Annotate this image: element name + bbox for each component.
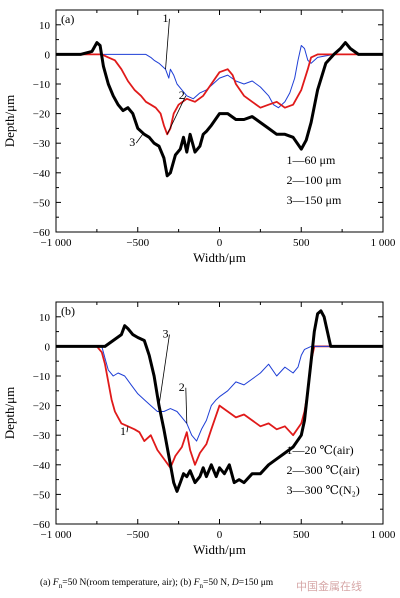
y-tick-label: −20 bbox=[33, 401, 51, 413]
series-line-1 bbox=[56, 345, 383, 469]
legend-entry: 3—150 μm bbox=[287, 193, 342, 207]
panel-a: −1 000 −500 0 500 1 000 10 0 −10 −20 −30 −40 −50 −60… bbox=[2, 9, 396, 265]
watermark: 中国金属在线 bbox=[296, 580, 362, 593]
x-tick-label: 0 bbox=[217, 529, 223, 541]
series-callout-2: 2 bbox=[179, 88, 185, 102]
y-tick-label: −30 bbox=[33, 430, 51, 442]
callout-leader bbox=[166, 95, 187, 135]
y-tick-label: −30 bbox=[33, 138, 51, 150]
y-tick-label: 10 bbox=[39, 20, 51, 32]
callout-leader bbox=[158, 334, 170, 406]
callout-leader bbox=[185, 387, 188, 424]
y-tick-label: 0 bbox=[45, 49, 51, 61]
x-tick-label: 1 000 bbox=[371, 529, 396, 541]
y-tick-label: −60 bbox=[33, 227, 51, 239]
y-tick-label: −40 bbox=[33, 168, 51, 180]
y-tick-label: −50 bbox=[33, 489, 51, 501]
y-axis-label: Depth/μm bbox=[2, 95, 17, 147]
y-tick-label: −60 bbox=[33, 519, 51, 531]
figure-caption: (a) Fn=50 N(room temperature, air); (b) … bbox=[40, 578, 274, 590]
x-tick-label: −500 bbox=[126, 529, 149, 541]
panel-label: (b) bbox=[61, 304, 75, 318]
x-tick-label: 0 bbox=[217, 237, 223, 249]
y-tick-label: −10 bbox=[33, 371, 51, 383]
series-line-3 bbox=[56, 309, 383, 493]
y-axis-label: Depth/μm bbox=[2, 387, 17, 439]
panel-b: −1 000 −500 0 500 1 000 10 0 −10 −20 −30 −40 −50 −60… bbox=[2, 301, 396, 557]
callout-leader bbox=[126, 426, 129, 433]
callout-leader bbox=[165, 18, 170, 70]
series-callout-2: 2 bbox=[179, 380, 185, 394]
legend-entry: 1—20 ℃(air) bbox=[287, 443, 354, 457]
legend-entry: 2—100 μm bbox=[287, 173, 342, 187]
x-tick-label: 500 bbox=[293, 529, 310, 541]
series-line-2 bbox=[56, 345, 383, 442]
x-tick-label: 1 000 bbox=[371, 237, 396, 249]
callout-leader bbox=[135, 134, 143, 144]
series-line-3 bbox=[56, 41, 383, 178]
y-tick-label: −50 bbox=[33, 197, 51, 209]
y-tick-label: −20 bbox=[33, 109, 51, 121]
x-tick-label: 500 bbox=[293, 237, 310, 249]
legend-entry: 2—300 ℃(air) bbox=[287, 463, 360, 477]
series-callout-1: 1 bbox=[120, 424, 126, 438]
series-line-2 bbox=[56, 53, 383, 136]
series-callout-3: 3 bbox=[162, 327, 168, 341]
series-callout-1: 1 bbox=[162, 11, 168, 25]
legend-entry: 1—60 μm bbox=[287, 153, 336, 167]
x-axis-label: Width/μm bbox=[193, 542, 246, 557]
x-tick-label: −500 bbox=[126, 237, 149, 249]
x-tick-label: −1 000 bbox=[41, 529, 72, 541]
y-tick-label: −10 bbox=[33, 79, 51, 91]
x-tick-label: −1 000 bbox=[41, 237, 72, 249]
series-callout-3: 3 bbox=[129, 135, 135, 149]
y-tick-label: 10 bbox=[39, 312, 51, 324]
legend-entry: 3—300 ℃(N₂) bbox=[287, 483, 360, 497]
y-tick-label: 0 bbox=[45, 341, 51, 353]
series-line-1 bbox=[56, 45, 383, 109]
y-tick-label: −40 bbox=[33, 460, 51, 472]
x-axis-label: Width/μm bbox=[193, 250, 246, 265]
panel-label: (a) bbox=[61, 12, 74, 26]
